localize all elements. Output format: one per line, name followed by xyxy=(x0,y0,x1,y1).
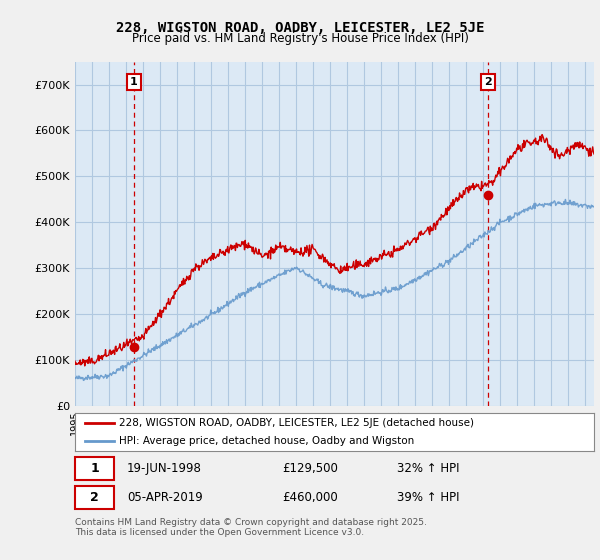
Text: 1: 1 xyxy=(130,77,138,87)
Text: HPI: Average price, detached house, Oadby and Wigston: HPI: Average price, detached house, Oadb… xyxy=(119,436,415,446)
Text: 2: 2 xyxy=(90,491,99,504)
Text: 32% ↑ HPI: 32% ↑ HPI xyxy=(397,462,459,475)
Text: 05-APR-2019: 05-APR-2019 xyxy=(127,491,203,504)
Text: 2: 2 xyxy=(484,77,491,87)
Text: 39% ↑ HPI: 39% ↑ HPI xyxy=(397,491,459,504)
FancyBboxPatch shape xyxy=(75,457,114,479)
Text: Price paid vs. HM Land Registry's House Price Index (HPI): Price paid vs. HM Land Registry's House … xyxy=(131,32,469,45)
Text: £460,000: £460,000 xyxy=(283,491,338,504)
Text: 228, WIGSTON ROAD, OADBY, LEICESTER, LE2 5JE (detached house): 228, WIGSTON ROAD, OADBY, LEICESTER, LE2… xyxy=(119,418,474,428)
Text: 19-JUN-1998: 19-JUN-1998 xyxy=(127,462,202,475)
Text: 1: 1 xyxy=(90,462,99,475)
Text: Contains HM Land Registry data © Crown copyright and database right 2025.
This d: Contains HM Land Registry data © Crown c… xyxy=(75,518,427,538)
Text: 228, WIGSTON ROAD, OADBY, LEICESTER, LE2 5JE: 228, WIGSTON ROAD, OADBY, LEICESTER, LE2… xyxy=(116,21,484,35)
FancyBboxPatch shape xyxy=(75,486,114,508)
Text: £129,500: £129,500 xyxy=(283,462,338,475)
